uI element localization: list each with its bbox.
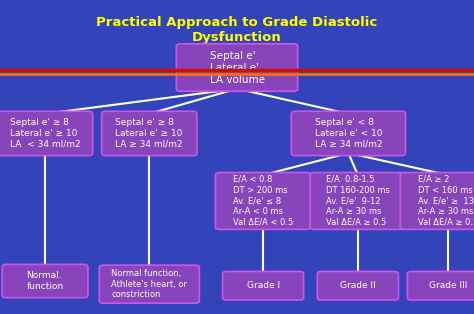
Text: Normal.
function: Normal. function bbox=[27, 271, 64, 291]
FancyBboxPatch shape bbox=[400, 173, 474, 229]
FancyBboxPatch shape bbox=[215, 173, 311, 229]
Text: E/A ≥ 2
DT < 160 ms
Av. E/e' ≥  13
Ar-A ≥ 30 ms
Val ΔE/A ≥ 0.5: E/A ≥ 2 DT < 160 ms Av. E/e' ≥ 13 Ar-A ≥… bbox=[418, 175, 474, 227]
FancyBboxPatch shape bbox=[0, 111, 92, 156]
Text: E/A  0.8-1.5
DT 160-200 ms
Av. E/e'  9-12
Ar-A ≥ 30 ms
Val ΔE/A ≥ 0.5: E/A 0.8-1.5 DT 160-200 ms Av. E/e' 9-12 … bbox=[326, 175, 390, 227]
FancyBboxPatch shape bbox=[101, 111, 197, 156]
FancyBboxPatch shape bbox=[407, 271, 474, 300]
FancyBboxPatch shape bbox=[318, 271, 398, 300]
FancyBboxPatch shape bbox=[2, 264, 88, 298]
FancyBboxPatch shape bbox=[223, 271, 304, 300]
Text: Septal e' ≥ 8
Lateral e' ≥ 10
LA  < 34 ml/m2: Septal e' ≥ 8 Lateral e' ≥ 10 LA < 34 ml… bbox=[10, 118, 80, 149]
Text: E/A < 0.8
DT > 200 ms
Av. E/e' ≤ 8
Ar-A < 0 ms
Val ΔE/A < 0.5: E/A < 0.8 DT > 200 ms Av. E/e' ≤ 8 Ar-A … bbox=[233, 175, 293, 227]
Text: Septal e'
Lateral e'
LA volume: Septal e' Lateral e' LA volume bbox=[210, 51, 264, 84]
Text: Septal e' ≥ 8
Lateral e' ≥ 10
LA ≥ 34 ml/m2: Septal e' ≥ 8 Lateral e' ≥ 10 LA ≥ 34 ml… bbox=[116, 118, 183, 149]
FancyBboxPatch shape bbox=[99, 265, 199, 303]
Text: Septal e' < 8
Lateral e' < 10
LA ≥ 34 ml/m2: Septal e' < 8 Lateral e' < 10 LA ≥ 34 ml… bbox=[315, 118, 382, 149]
Text: Grade I: Grade I bbox=[246, 281, 280, 290]
Text: Grade III: Grade III bbox=[429, 281, 467, 290]
Text: Grade II: Grade II bbox=[340, 281, 376, 290]
Text: Normal function,
Athlete's heart, or
constriction: Normal function, Athlete's heart, or con… bbox=[111, 269, 187, 300]
FancyBboxPatch shape bbox=[291, 111, 405, 156]
FancyBboxPatch shape bbox=[176, 44, 298, 91]
Text: Practical Approach to Grade Diastolic
Dysfunction: Practical Approach to Grade Diastolic Dy… bbox=[96, 16, 378, 44]
FancyBboxPatch shape bbox=[310, 173, 405, 229]
